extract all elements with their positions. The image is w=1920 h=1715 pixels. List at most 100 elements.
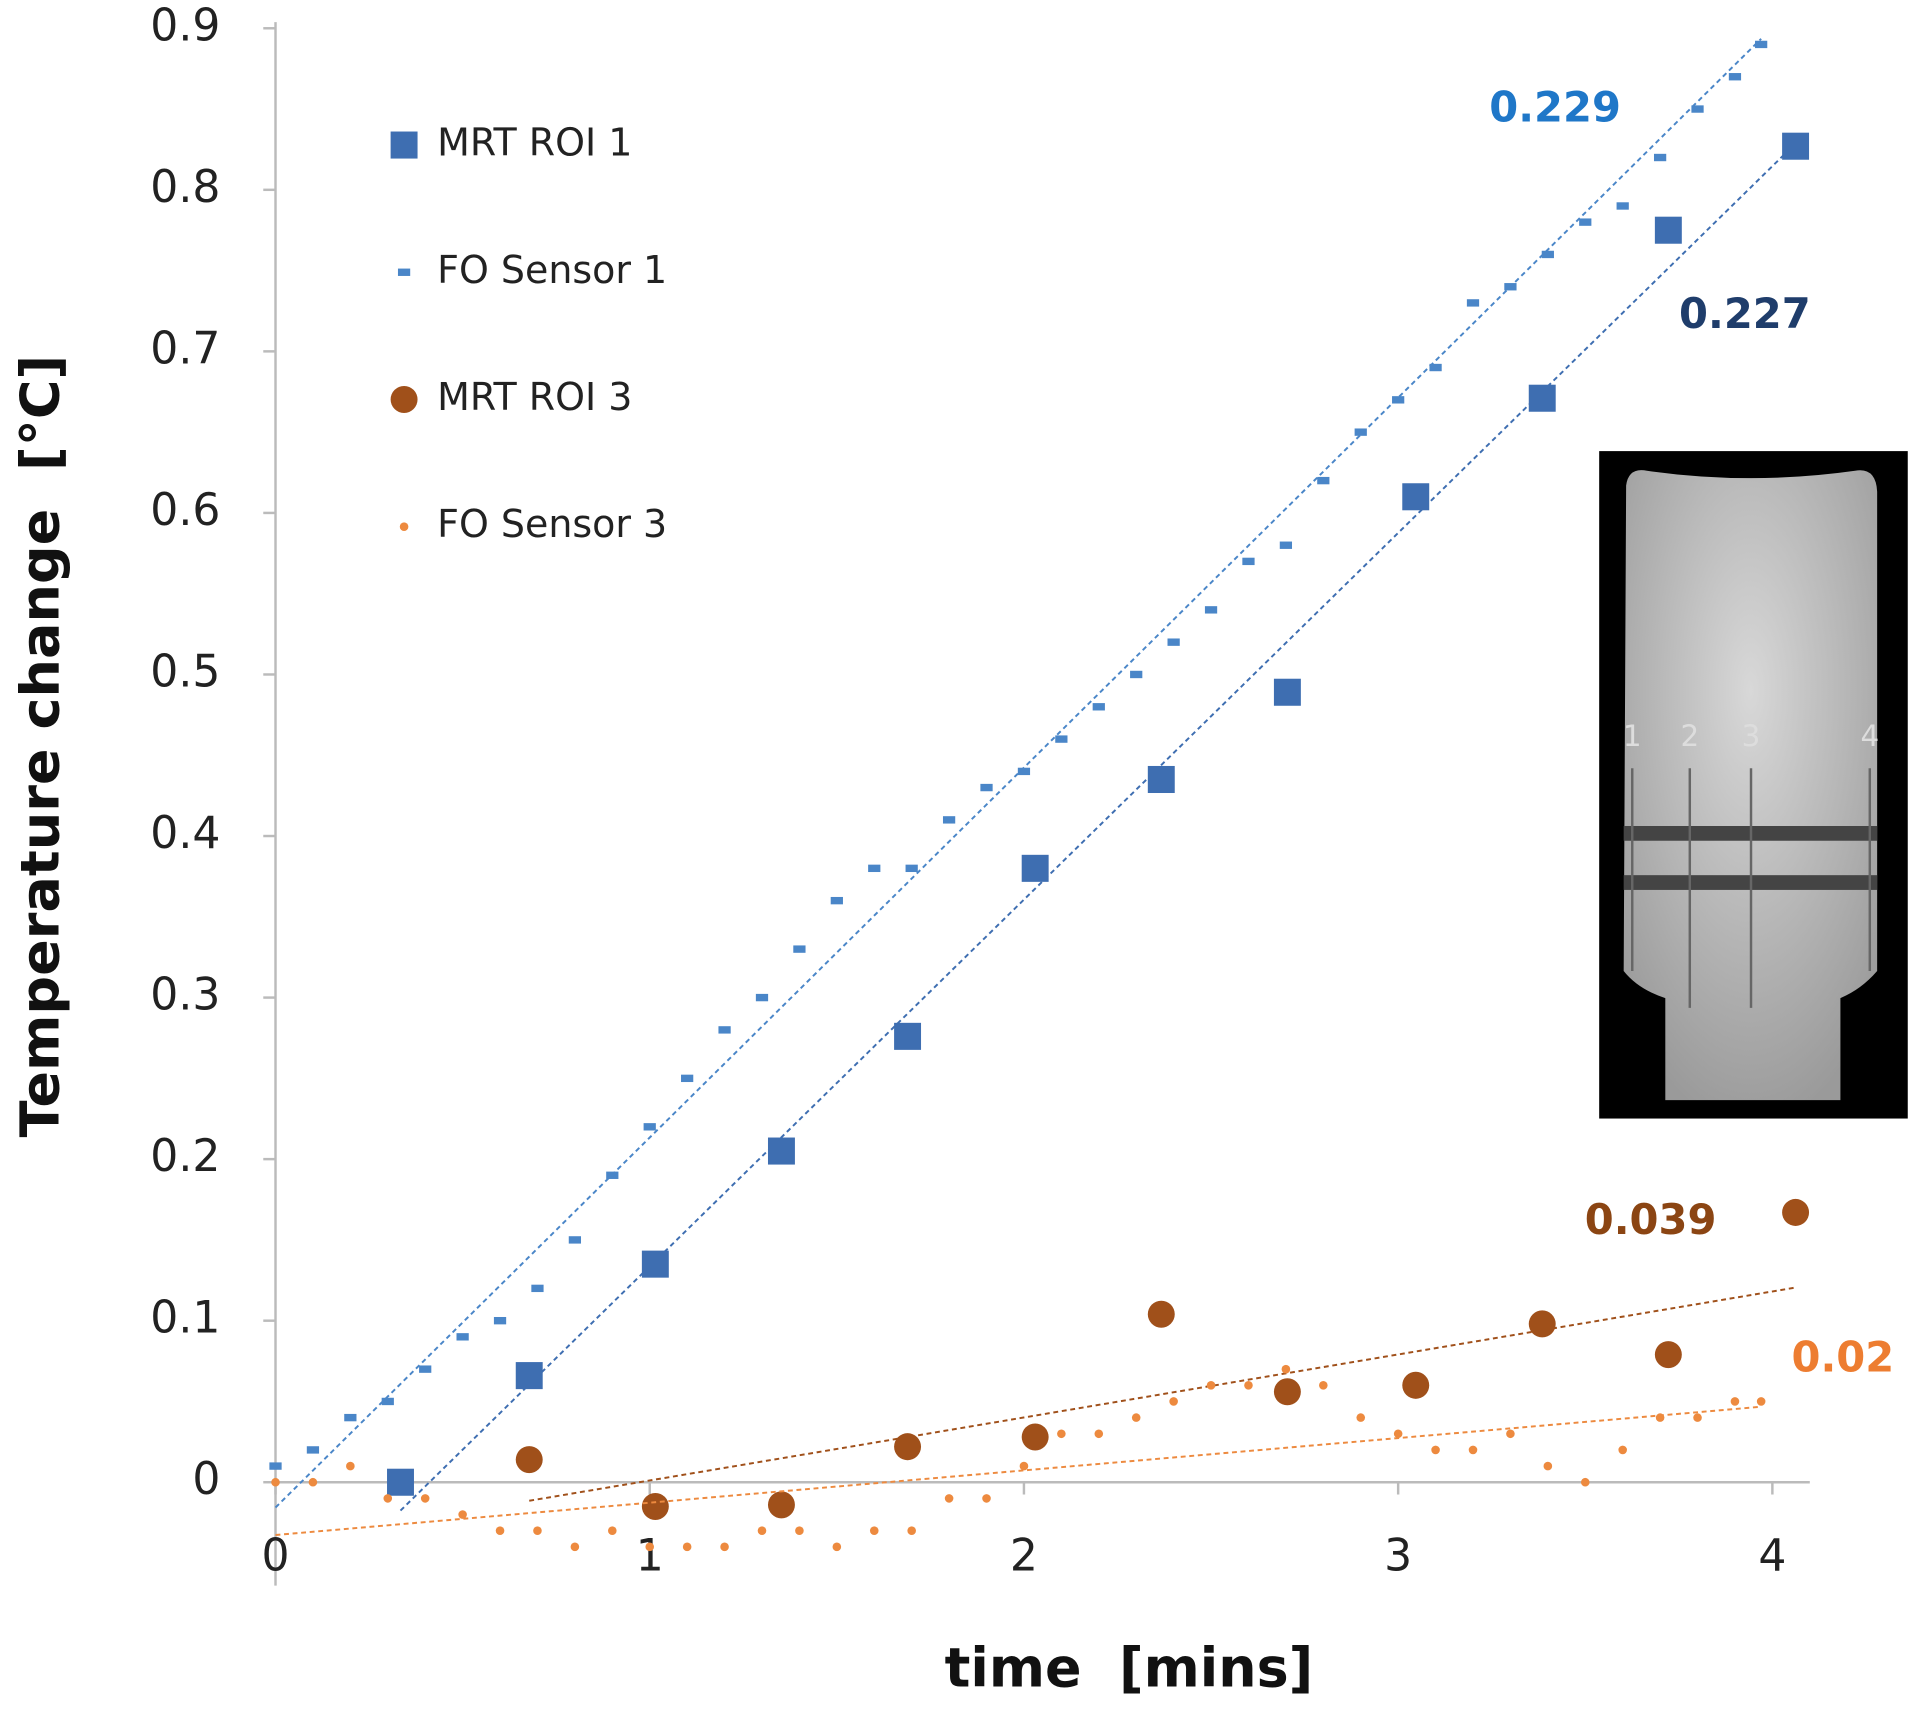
y-tick-label: 0.2 bbox=[150, 1131, 220, 1182]
data-point bbox=[1730, 1397, 1740, 1406]
data-point bbox=[1092, 703, 1105, 711]
data-point bbox=[755, 993, 769, 1002]
x-tick-label: 1 bbox=[636, 1530, 664, 1581]
data-point bbox=[1317, 476, 1330, 485]
legend-label: MRT ROI 3 bbox=[437, 375, 632, 419]
data-point bbox=[1279, 541, 1293, 549]
data-point bbox=[531, 1284, 544, 1293]
legend-marker bbox=[390, 131, 418, 159]
data-point bbox=[1057, 1429, 1066, 1439]
data-point bbox=[271, 1477, 280, 1487]
data-point bbox=[608, 1526, 617, 1535]
data-point bbox=[795, 1526, 804, 1535]
data-point bbox=[869, 1526, 879, 1535]
data-point bbox=[387, 1468, 414, 1496]
slope-label: 0.039 bbox=[1585, 1195, 1717, 1244]
data-point bbox=[1654, 216, 1682, 244]
data-point bbox=[1402, 1371, 1430, 1399]
data-point bbox=[1466, 299, 1480, 307]
data-point bbox=[1654, 1341, 1682, 1369]
data-point bbox=[1431, 1445, 1440, 1455]
data-point bbox=[383, 1494, 393, 1503]
data-point bbox=[1402, 483, 1430, 511]
data-point bbox=[1319, 1380, 1328, 1390]
data-point bbox=[1017, 767, 1031, 776]
legend-marker bbox=[399, 522, 409, 531]
inset-label: 2 bbox=[1680, 719, 1699, 753]
data-point bbox=[1528, 384, 1556, 412]
data-point bbox=[1130, 670, 1143, 679]
data-point bbox=[757, 1526, 767, 1535]
data-point bbox=[1693, 1413, 1702, 1422]
data-point bbox=[1528, 1310, 1556, 1338]
slope-label: 0.229 bbox=[1489, 83, 1621, 132]
data-point bbox=[1504, 283, 1517, 291]
data-point bbox=[1728, 73, 1742, 81]
data-point bbox=[1782, 132, 1810, 160]
data-point bbox=[1019, 1461, 1029, 1471]
data-point bbox=[1281, 1364, 1291, 1374]
data-point bbox=[905, 864, 918, 873]
legend-marker bbox=[390, 385, 418, 413]
data-point bbox=[456, 1333, 469, 1341]
data-point bbox=[1147, 765, 1175, 794]
data-point bbox=[515, 1446, 543, 1474]
data-point bbox=[832, 1542, 842, 1552]
legend-marker bbox=[397, 268, 411, 276]
data-point bbox=[1354, 428, 1367, 436]
data-point bbox=[458, 1510, 467, 1519]
trendline bbox=[275, 1405, 1762, 1536]
data-point bbox=[1206, 1380, 1216, 1390]
trendline bbox=[399, 142, 1797, 1512]
data-point bbox=[1242, 557, 1255, 566]
data-point bbox=[1204, 606, 1218, 614]
y-tick-label: 0.7 bbox=[150, 323, 220, 374]
y-axis-title: Temperature change [°C] bbox=[9, 355, 72, 1137]
x-tick-label: 2 bbox=[1010, 1530, 1038, 1581]
data-point bbox=[1147, 1300, 1175, 1328]
trendline bbox=[274, 38, 1762, 1509]
data-point bbox=[1244, 1380, 1253, 1390]
data-point bbox=[1756, 1397, 1766, 1406]
data-point bbox=[1273, 678, 1301, 706]
data-point bbox=[515, 1362, 543, 1390]
data-point bbox=[718, 1026, 731, 1034]
data-point bbox=[420, 1494, 430, 1503]
data-point bbox=[1653, 153, 1667, 162]
inset-label: 4 bbox=[1860, 719, 1879, 753]
data-point bbox=[306, 1446, 320, 1454]
data-point bbox=[568, 1236, 582, 1244]
legend-label: FO Sensor 3 bbox=[437, 502, 667, 546]
data-point bbox=[894, 1022, 922, 1050]
inset-label: 3 bbox=[1742, 719, 1761, 753]
data-point bbox=[1392, 396, 1405, 404]
data-point bbox=[1131, 1413, 1141, 1422]
data-point bbox=[533, 1526, 542, 1535]
y-tick-label: 0.1 bbox=[150, 1293, 220, 1344]
data-point bbox=[1579, 218, 1592, 226]
y-tick-label: 0.4 bbox=[150, 808, 220, 859]
data-point bbox=[419, 1365, 432, 1373]
x-tick-label: 4 bbox=[1758, 1530, 1786, 1581]
data-point bbox=[1094, 1429, 1104, 1439]
data-point bbox=[1393, 1429, 1403, 1439]
data-point bbox=[308, 1477, 318, 1487]
data-point bbox=[495, 1526, 505, 1535]
data-point bbox=[1021, 854, 1049, 882]
data-point bbox=[346, 1461, 355, 1471]
data-point bbox=[980, 783, 993, 792]
data-point bbox=[1755, 40, 1768, 49]
data-point bbox=[1468, 1445, 1478, 1455]
slope-label: 0.02 bbox=[1792, 1333, 1895, 1382]
x-tick-label: 0 bbox=[261, 1530, 289, 1581]
data-point bbox=[1429, 363, 1442, 372]
data-point bbox=[344, 1413, 357, 1422]
data-point bbox=[643, 1123, 656, 1131]
data-point bbox=[645, 1542, 655, 1552]
data-point bbox=[793, 945, 806, 953]
data-point bbox=[1691, 105, 1704, 113]
data-point bbox=[1618, 1445, 1627, 1455]
data-point bbox=[493, 1316, 507, 1325]
data-point bbox=[907, 1526, 916, 1535]
